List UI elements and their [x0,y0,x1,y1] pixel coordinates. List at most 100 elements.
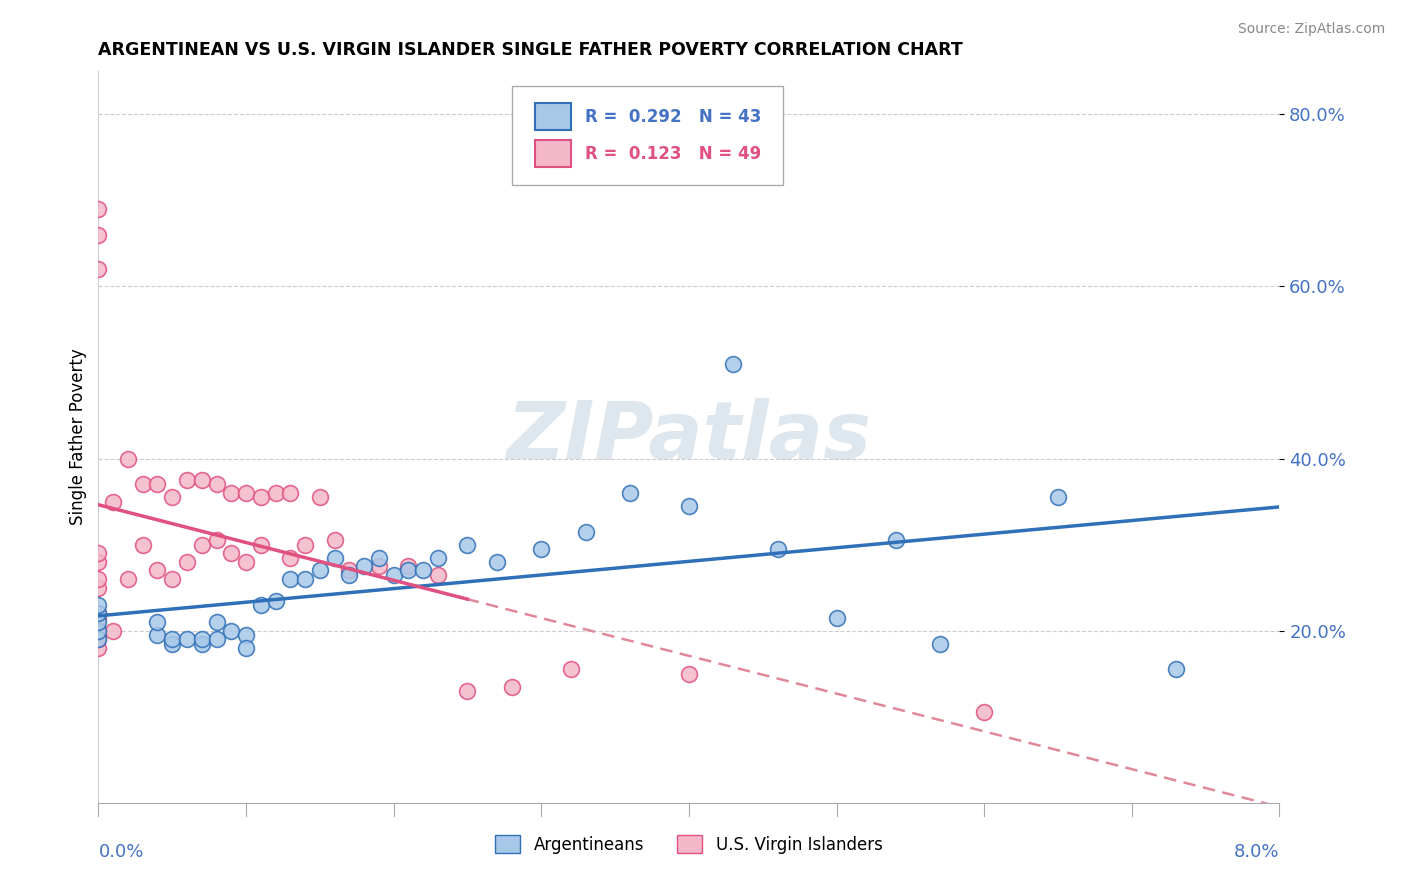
Point [884,533,907,548]
Point [87,572,110,586]
Point [117,572,139,586]
Text: R =  0.123   N = 49: R = 0.123 N = 49 [585,145,761,163]
Point [162,637,183,651]
Point [309,491,332,505]
Text: 8.0%: 8.0% [1234,843,1279,861]
Point [162,572,183,586]
Point [1166,662,1188,676]
Point [87,598,110,612]
Point [103,624,125,638]
Point [205,632,228,647]
Point [825,611,848,625]
FancyBboxPatch shape [512,86,783,185]
Point [412,564,434,578]
Point [280,550,302,565]
Point [250,491,273,505]
Point [457,538,479,552]
Point [146,628,169,642]
Point [264,593,287,607]
Point [191,637,214,651]
Point [678,666,700,681]
Point [162,632,183,647]
Point [146,615,169,629]
Point [146,564,169,578]
Y-axis label: Single Father Poverty: Single Father Poverty [69,349,87,525]
Point [132,538,155,552]
Point [280,486,302,500]
Point [235,628,257,642]
Point [87,607,110,621]
Point [530,541,553,556]
Text: Source: ZipAtlas.com: Source: ZipAtlas.com [1237,22,1385,37]
Point [221,546,243,560]
Point [87,624,110,638]
Point [103,494,125,508]
Point [309,564,332,578]
Point [398,564,420,578]
Point [264,486,287,500]
Point [87,632,110,647]
FancyBboxPatch shape [536,103,571,130]
Text: ARGENTINEAN VS U.S. VIRGIN ISLANDER SINGLE FATHER POVERTY CORRELATION CHART: ARGENTINEAN VS U.S. VIRGIN ISLANDER SING… [98,41,963,59]
Point [427,567,450,582]
Point [353,559,375,574]
FancyBboxPatch shape [536,140,571,168]
Point [191,473,214,487]
Point [87,607,110,621]
Point [87,555,110,569]
Point [501,680,523,694]
Point [619,486,641,500]
Point [398,559,420,574]
Point [87,615,110,629]
Point [339,564,361,578]
Point [132,477,155,491]
Point [929,637,952,651]
Point [176,555,198,569]
Point [486,555,509,569]
Point [87,611,110,625]
Point [280,572,302,586]
Text: 0.0%: 0.0% [98,843,143,861]
Point [191,632,214,647]
Point [575,524,598,539]
Point [339,567,361,582]
Point [457,684,479,698]
Point [205,615,228,629]
Point [235,555,257,569]
Point [678,499,700,513]
Point [205,477,228,491]
Point [1046,491,1070,505]
Point [146,477,169,491]
Point [427,550,450,565]
Point [560,662,582,676]
Point [294,572,316,586]
Text: R =  0.292   N = 43: R = 0.292 N = 43 [585,108,762,126]
Point [235,640,257,655]
Point [973,706,995,720]
Point [87,262,110,277]
Point [221,486,243,500]
Legend: Argentineans, U.S. Virgin Islanders: Argentineans, U.S. Virgin Islanders [489,829,889,860]
Point [205,533,228,548]
Point [368,550,391,565]
Point [176,632,198,647]
Point [87,581,110,595]
Point [87,202,110,216]
Point [117,451,139,466]
Point [766,541,789,556]
Point [191,538,214,552]
Point [250,538,273,552]
Point [294,538,316,552]
Point [235,486,257,500]
Point [323,550,346,565]
Point [323,533,346,548]
Point [87,632,110,647]
Point [176,473,198,487]
Point [162,491,183,505]
Point [723,357,745,371]
Point [250,598,273,612]
Point [221,624,243,638]
Point [87,546,110,560]
Point [87,227,110,242]
Point [382,567,405,582]
